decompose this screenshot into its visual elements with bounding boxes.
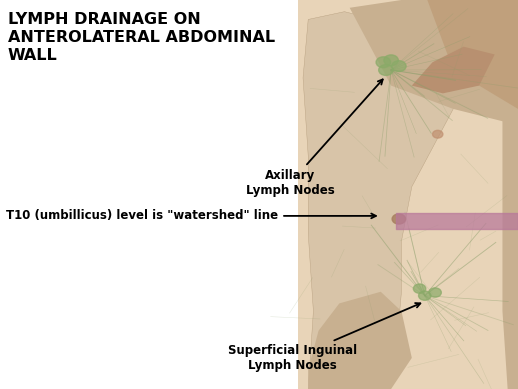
Polygon shape <box>303 12 453 389</box>
Circle shape <box>429 288 441 297</box>
Circle shape <box>384 55 398 66</box>
Polygon shape <box>308 292 412 389</box>
Polygon shape <box>350 0 518 136</box>
Circle shape <box>392 214 406 224</box>
Polygon shape <box>427 0 518 109</box>
Polygon shape <box>298 0 518 389</box>
Text: LYMPH DRAINAGE ON
ANTEROLATERAL ABDOMINAL
WALL: LYMPH DRAINAGE ON ANTEROLATERAL ABDOMINA… <box>8 12 275 63</box>
Polygon shape <box>412 47 495 93</box>
Circle shape <box>433 130 443 138</box>
Polygon shape <box>502 0 518 389</box>
Text: Superficial Inguinal
Lymph Nodes: Superficial Inguinal Lymph Nodes <box>228 303 420 372</box>
Circle shape <box>379 65 393 75</box>
Circle shape <box>413 284 426 293</box>
Circle shape <box>376 57 391 68</box>
Circle shape <box>392 61 406 72</box>
Circle shape <box>419 291 431 300</box>
Text: T10 (umbillicus) level is "watershed" line: T10 (umbillicus) level is "watershed" li… <box>6 209 376 223</box>
Text: Axillary
Lymph Nodes: Axillary Lymph Nodes <box>246 79 383 197</box>
